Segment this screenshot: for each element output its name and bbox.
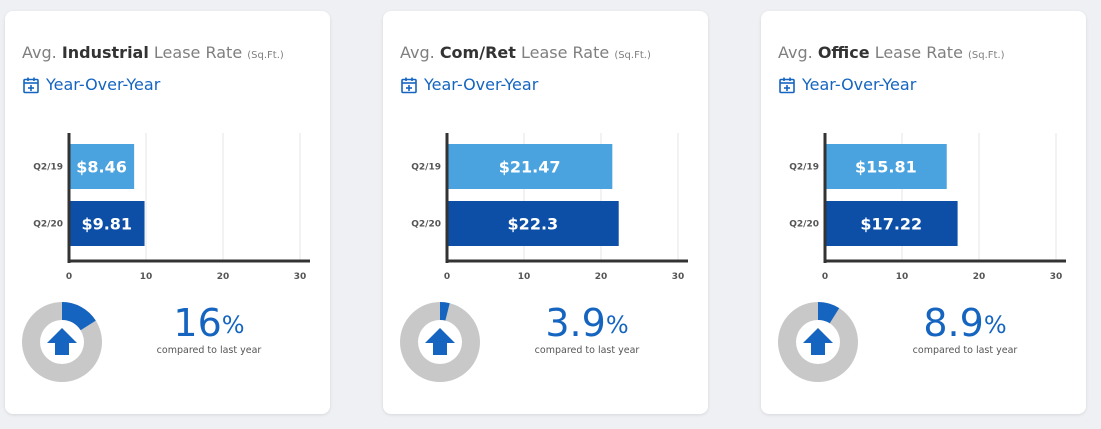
year-over-year-label: Year-Over-Year — [424, 75, 539, 94]
change-value: 16% — [123, 301, 295, 345]
category-label: Q2/20 — [411, 220, 441, 230]
year-over-year-link[interactable]: Year-Over-Year — [22, 75, 160, 94]
x-tick-label: 30 — [294, 272, 307, 282]
change-number: 3.9 — [545, 301, 606, 345]
card-title: Avg. Office Lease Rate (Sq.Ft.) — [778, 43, 1005, 62]
title-prefix: Avg. — [22, 43, 57, 62]
bar — [447, 201, 619, 246]
title-suffix: Lease Rate — [153, 43, 243, 62]
x-tick-label: 30 — [1050, 272, 1063, 282]
x-tick-label: 10 — [140, 272, 153, 282]
bar — [825, 201, 958, 246]
calendar-plus-icon — [779, 77, 795, 93]
bar-value-label: $15.81 — [855, 158, 917, 177]
donut-fill — [818, 302, 840, 324]
bar — [69, 144, 135, 189]
title-metric: Industrial — [61, 43, 149, 62]
calendar-plus-icon — [23, 77, 39, 93]
donut-fill — [62, 302, 96, 331]
title-suffix: Lease Rate — [874, 43, 963, 62]
change-unit: % — [983, 311, 1007, 339]
x-tick-label: 10 — [896, 272, 909, 282]
change-caption: compared to last year — [912, 345, 1018, 356]
bar-value-label: $21.47 — [499, 158, 561, 177]
card-title: Avg. Industrial Lease Rate (Sq.Ft.) — [22, 43, 284, 62]
x-tick-label: 20 — [973, 272, 986, 282]
bar-value-label: $17.22 — [860, 215, 922, 234]
change-summary: 8.9% compared to last year — [879, 301, 1051, 356]
title-metric: Com/Ret — [439, 43, 516, 62]
donut-fill — [440, 302, 450, 321]
title-prefix: Avg. — [778, 43, 813, 62]
card-title: Avg. Com/Ret Lease Rate (Sq.Ft.) — [400, 43, 651, 62]
calendar-plus-icon — [401, 77, 417, 93]
title-suffix: Lease Rate — [520, 43, 610, 62]
bar-value-label: $22.3 — [508, 215, 559, 234]
arrow-up-icon — [803, 328, 833, 355]
change-donut — [400, 302, 480, 382]
lease-rate-bar-chart: 0 10 20 30 $21.47 Q2/19 $22.3 Q2/20 — [411, 133, 688, 282]
change-number: 8.9 — [923, 301, 984, 345]
year-over-year-label: Year-Over-Year — [46, 75, 161, 94]
x-tick-label: 0 — [822, 272, 828, 282]
change-caption: compared to last year — [156, 345, 262, 356]
category-label: Q2/20 — [33, 220, 63, 230]
change-caption: compared to last year — [534, 345, 640, 356]
industrial-card: Avg. Industrial Lease Rate (Sq.Ft.) Year… — [5, 11, 330, 414]
bar-value-label: $8.46 — [76, 158, 127, 177]
category-label: Q2/19 — [33, 163, 63, 173]
year-over-year-link[interactable]: Year-Over-Year — [400, 75, 538, 94]
change-summary: 16% compared to last year — [123, 301, 295, 356]
x-tick-label: 10 — [518, 272, 531, 282]
x-tick-label: 0 — [66, 272, 72, 282]
change-value: 3.9% — [501, 301, 673, 345]
change-unit: % — [221, 311, 245, 339]
change-donut — [778, 302, 858, 382]
category-label: Q2/19 — [411, 163, 441, 173]
lease-rate-bar-chart: 0 10 20 30 $15.81 Q2/19 $17.22 Q2/20 — [789, 133, 1066, 282]
title-metric: Office — [817, 43, 870, 62]
title-unit: (Sq.Ft.) — [968, 50, 1005, 61]
category-label: Q2/20 — [789, 220, 819, 230]
category-label: Q2/19 — [789, 163, 819, 173]
change-summary: 3.9% compared to last year — [501, 301, 673, 356]
bar-value-label: $9.81 — [81, 215, 132, 234]
x-tick-label: 0 — [444, 272, 450, 282]
com-ret-card: Avg. Com/Ret Lease Rate (Sq.Ft.) Year-Ov… — [383, 11, 708, 414]
x-tick-label: 30 — [672, 272, 685, 282]
year-over-year-label: Year-Over-Year — [802, 75, 917, 94]
bar — [69, 201, 145, 246]
year-over-year-link[interactable]: Year-Over-Year — [778, 75, 916, 94]
title-unit: (Sq.Ft.) — [614, 50, 651, 61]
x-tick-label: 20 — [217, 272, 230, 282]
lease-rate-bar-chart: 0 10 20 30 $8.46 Q2/19 $9.81 Q2/20 — [33, 133, 310, 282]
x-tick-label: 20 — [595, 272, 608, 282]
title-prefix: Avg. — [400, 43, 435, 62]
office-card: Avg. Office Lease Rate (Sq.Ft.) Year-Ove… — [761, 11, 1086, 414]
bar — [825, 144, 947, 189]
title-unit: (Sq.Ft.) — [247, 50, 284, 61]
change-number: 16 — [173, 301, 222, 345]
arrow-up-icon — [47, 328, 77, 355]
change-donut — [22, 302, 102, 382]
bar — [447, 144, 613, 189]
change-value: 8.9% — [879, 301, 1051, 345]
change-unit: % — [605, 311, 629, 339]
arrow-up-icon — [425, 328, 455, 355]
